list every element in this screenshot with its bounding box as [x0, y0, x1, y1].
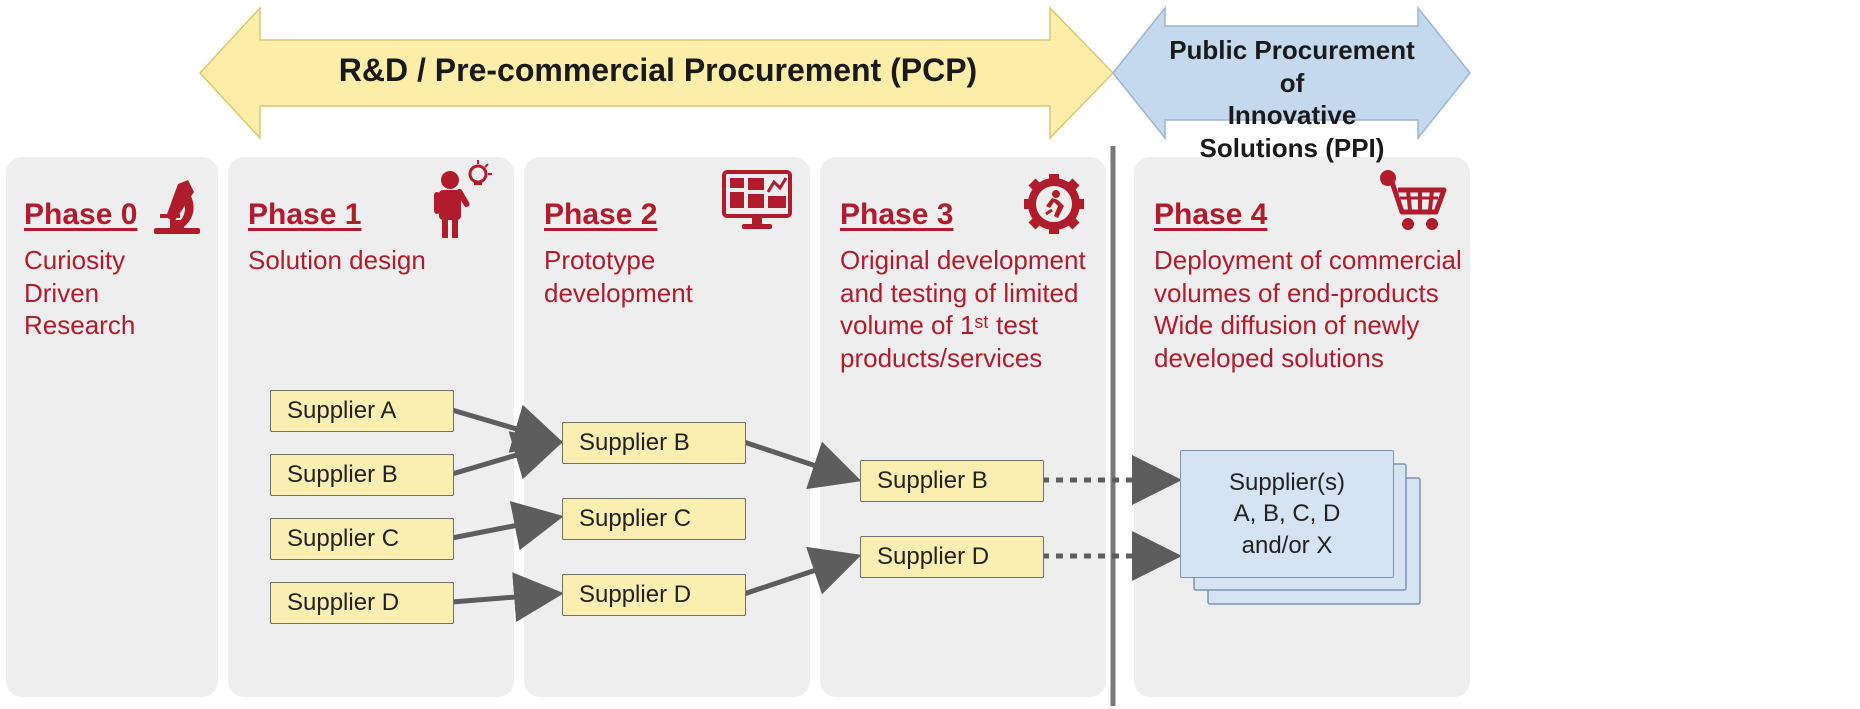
microscope-icon	[154, 180, 200, 234]
phase0-desc: Curiosity Driven Research	[24, 244, 204, 342]
supplier-d-p1: Supplier D	[270, 582, 454, 624]
phase1-desc: Solution design	[248, 244, 498, 277]
ppi-arrow-label: Public Procurement of Innovative Solutio…	[1168, 34, 1416, 164]
supplier-b-p2: Supplier B	[562, 422, 746, 464]
ppi-arrow-label-l1: Public Procurement of	[1169, 35, 1415, 98]
supplier-c-p1: Supplier C	[270, 518, 454, 560]
supplier-b-p3: Supplier B	[860, 460, 1044, 502]
phase4-title: Phase 4	[1154, 198, 1267, 232]
supplier-d-p3: Supplier D	[860, 536, 1044, 578]
supplier-d-p2: Supplier D	[562, 574, 746, 616]
supplier-c-p2: Supplier C	[562, 498, 746, 540]
person-idea-icon	[434, 160, 492, 238]
flow-arrows-dotted	[1042, 480, 1172, 556]
pcp-arrow-label: R&D / Pre-commercial Procurement (PCP)	[270, 52, 1046, 89]
cart-icon	[1380, 170, 1444, 230]
phase3-desc: Original development and testing of limi…	[840, 244, 1100, 374]
ppi-arrow-label-l2: Innovative Solutions (PPI)	[1200, 100, 1385, 163]
phase1-title: Phase 1	[248, 198, 361, 232]
phase0-title: Phase 0	[24, 198, 137, 232]
phase2-title: Phase 2	[544, 198, 657, 232]
phase2-desc: Prototype development	[544, 244, 804, 309]
gear-runner-icon	[1024, 174, 1084, 234]
dashboard-icon	[724, 172, 790, 229]
phase4-desc: Deployment of commercial volumes of end-…	[1154, 244, 1464, 374]
phase3-title: Phase 3	[840, 198, 953, 232]
result-line3: and/or X	[1242, 530, 1333, 561]
result-line2: A, B, C, D	[1234, 498, 1341, 529]
supplier-a-p1: Supplier A	[270, 390, 454, 432]
result-suppliers-box: Supplier(s) A, B, C, D and/or X	[1180, 450, 1394, 578]
result-line1: Supplier(s)	[1229, 467, 1345, 498]
supplier-b-p1: Supplier B	[270, 454, 454, 496]
